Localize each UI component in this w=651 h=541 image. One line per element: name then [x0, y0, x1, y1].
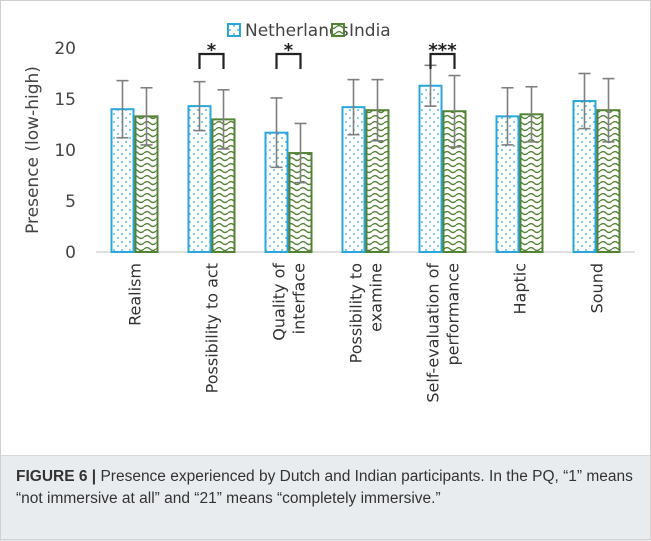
- error-bar-india: [217, 89, 230, 150]
- figure-label: FIGURE 6 |: [16, 468, 97, 485]
- category-label: examine: [367, 263, 386, 332]
- bars: [110, 64, 621, 254]
- bar-netherlands: [418, 84, 443, 253]
- error-bar-netherlands: [193, 80, 206, 132]
- category-label: Haptic: [511, 263, 530, 315]
- significance-label: ***: [428, 40, 457, 61]
- bracket-path: [198, 52, 225, 69]
- legend-label-netherlands: Netherlands: [245, 21, 349, 41]
- figure-caption: FIGURE 6 | Presence experienced by Dutch…: [16, 466, 636, 510]
- error-bar-india: [140, 86, 153, 146]
- error-bar-netherlands: [578, 72, 591, 130]
- bar-chart: 0 5 10 15 20 Presence (low-high) Netherlands I…: [23, 21, 635, 403]
- category-label: Possibility to: [347, 263, 366, 363]
- legend-swatch-netherlands: [227, 23, 241, 37]
- error-bar-india: [294, 122, 307, 184]
- y-tick-label: 15: [54, 90, 76, 110]
- legend-swatch-india: [331, 23, 345, 37]
- axes: 0 5 10 15 20 Presence (low-high): [23, 39, 635, 263]
- y-tick-label: 20: [54, 39, 76, 59]
- error-bar-india: [371, 78, 384, 142]
- category-label: performance: [444, 263, 463, 365]
- significance-label: *: [207, 40, 217, 61]
- y-tick-label: 10: [54, 141, 76, 161]
- bracket-path: [429, 52, 456, 69]
- error-bar-netherlands: [347, 78, 360, 136]
- error-bar-india: [448, 74, 461, 148]
- legend: Netherlands India: [227, 21, 391, 41]
- legend-label-india: India: [349, 21, 391, 41]
- y-tick-label: 0: [65, 243, 76, 263]
- error-bar-india: [602, 77, 615, 143]
- category-label: Realism: [126, 263, 145, 326]
- bracket-path: [275, 52, 302, 69]
- category-label: Self-evaluation of: [424, 263, 443, 403]
- category-label: Sound: [588, 263, 607, 313]
- y-tick-label: 5: [65, 192, 76, 212]
- caption-text: Presence experienced by Dutch and Indian…: [16, 468, 633, 507]
- error-bar-netherlands: [270, 97, 283, 169]
- caption-background: [0, 455, 651, 541]
- significance-bracket: [198, 52, 225, 69]
- significance-bracket: [275, 52, 302, 69]
- category-label: interface: [290, 263, 309, 334]
- y-axis-label: Presence (low-high): [23, 66, 43, 234]
- category-label: Possibility to act: [203, 263, 222, 393]
- labels: Netherlands India Realism Possibility to ac…: [126, 21, 607, 403]
- error-bar-netherlands: [501, 86, 514, 146]
- error-bar-india: [525, 85, 538, 143]
- significance-bracket: [429, 52, 456, 69]
- category-label: Quality of: [270, 263, 289, 341]
- error-bar-netherlands: [116, 79, 129, 139]
- significance-label: *: [284, 40, 294, 61]
